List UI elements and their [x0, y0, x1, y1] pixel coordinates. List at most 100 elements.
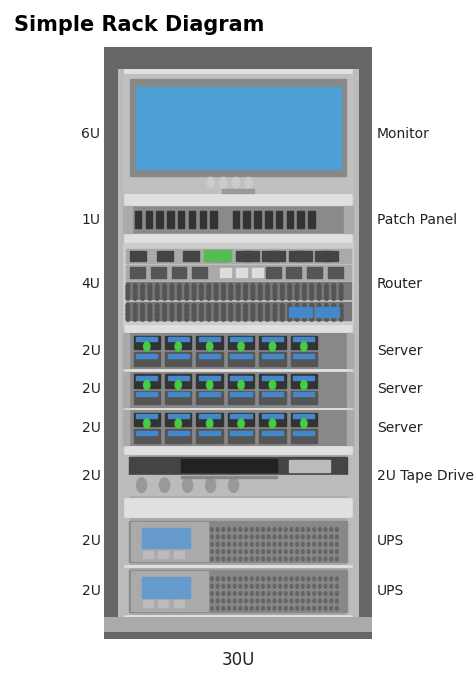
Circle shape	[210, 535, 213, 539]
Circle shape	[256, 535, 259, 539]
Bar	[167, 211, 173, 228]
Bar	[165, 413, 191, 426]
Bar	[228, 352, 254, 366]
Bar	[165, 352, 191, 366]
Circle shape	[325, 284, 328, 289]
Circle shape	[256, 592, 259, 596]
Circle shape	[339, 284, 343, 289]
Bar	[220, 268, 231, 277]
Circle shape	[296, 527, 299, 531]
Bar	[287, 211, 293, 228]
Circle shape	[317, 287, 321, 293]
Circle shape	[273, 287, 277, 293]
Circle shape	[279, 550, 282, 554]
Circle shape	[339, 287, 343, 293]
Circle shape	[279, 535, 282, 539]
Circle shape	[339, 295, 343, 300]
Circle shape	[222, 527, 225, 531]
Circle shape	[222, 291, 225, 297]
Bar	[126, 249, 351, 263]
Bar	[129, 457, 347, 474]
Circle shape	[324, 542, 327, 546]
Circle shape	[233, 535, 236, 539]
Bar	[123, 518, 353, 564]
Bar	[199, 337, 220, 341]
Bar	[199, 431, 220, 435]
Circle shape	[216, 584, 219, 588]
Circle shape	[148, 316, 152, 321]
Circle shape	[192, 284, 196, 289]
Circle shape	[133, 295, 137, 300]
Bar	[347, 410, 353, 445]
Circle shape	[245, 592, 247, 596]
Circle shape	[256, 527, 259, 531]
Circle shape	[273, 312, 277, 317]
Bar	[172, 268, 186, 278]
Bar	[123, 206, 353, 233]
Circle shape	[302, 312, 306, 317]
Circle shape	[301, 577, 304, 581]
Circle shape	[332, 308, 336, 313]
Circle shape	[228, 557, 230, 561]
Circle shape	[222, 606, 225, 610]
Circle shape	[330, 542, 333, 546]
Circle shape	[310, 295, 314, 300]
Bar	[315, 251, 331, 261]
Circle shape	[284, 550, 287, 554]
Bar	[181, 459, 277, 472]
Circle shape	[185, 312, 189, 317]
Circle shape	[273, 542, 276, 546]
Bar	[143, 600, 153, 607]
Bar	[210, 211, 217, 228]
Circle shape	[228, 577, 230, 581]
Circle shape	[284, 599, 287, 603]
Circle shape	[336, 550, 338, 554]
Circle shape	[266, 295, 269, 300]
Bar	[165, 429, 191, 443]
Circle shape	[325, 312, 328, 317]
Circle shape	[144, 342, 150, 351]
Bar	[123, 372, 129, 407]
Circle shape	[313, 592, 316, 596]
Circle shape	[214, 308, 218, 313]
Circle shape	[177, 304, 181, 309]
Circle shape	[233, 592, 236, 596]
Bar	[129, 521, 347, 562]
Circle shape	[258, 316, 262, 321]
Circle shape	[288, 291, 292, 297]
Bar	[210, 251, 226, 261]
Circle shape	[200, 284, 203, 289]
Circle shape	[244, 312, 247, 317]
Circle shape	[279, 557, 282, 561]
Circle shape	[296, 542, 299, 546]
Bar	[262, 431, 283, 435]
Bar	[134, 429, 160, 443]
Circle shape	[301, 527, 304, 531]
Bar	[168, 392, 189, 396]
Bar	[259, 391, 286, 404]
Bar	[293, 431, 314, 435]
Circle shape	[295, 291, 299, 297]
Circle shape	[210, 542, 213, 546]
Circle shape	[295, 308, 299, 313]
Circle shape	[288, 312, 292, 317]
Circle shape	[177, 295, 181, 300]
Bar	[123, 518, 129, 564]
Circle shape	[262, 592, 264, 596]
Bar	[143, 551, 153, 558]
Circle shape	[244, 304, 247, 309]
Circle shape	[258, 312, 262, 317]
Text: 2U Tape Drive: 2U Tape Drive	[377, 469, 474, 483]
Bar	[196, 413, 223, 426]
Circle shape	[325, 287, 328, 293]
Bar	[196, 375, 223, 387]
Circle shape	[239, 584, 242, 588]
Circle shape	[133, 316, 137, 321]
Circle shape	[284, 557, 287, 561]
Circle shape	[185, 316, 189, 321]
Circle shape	[200, 312, 203, 317]
Circle shape	[233, 599, 236, 603]
Circle shape	[258, 287, 262, 293]
Circle shape	[336, 606, 338, 610]
Circle shape	[262, 542, 264, 546]
